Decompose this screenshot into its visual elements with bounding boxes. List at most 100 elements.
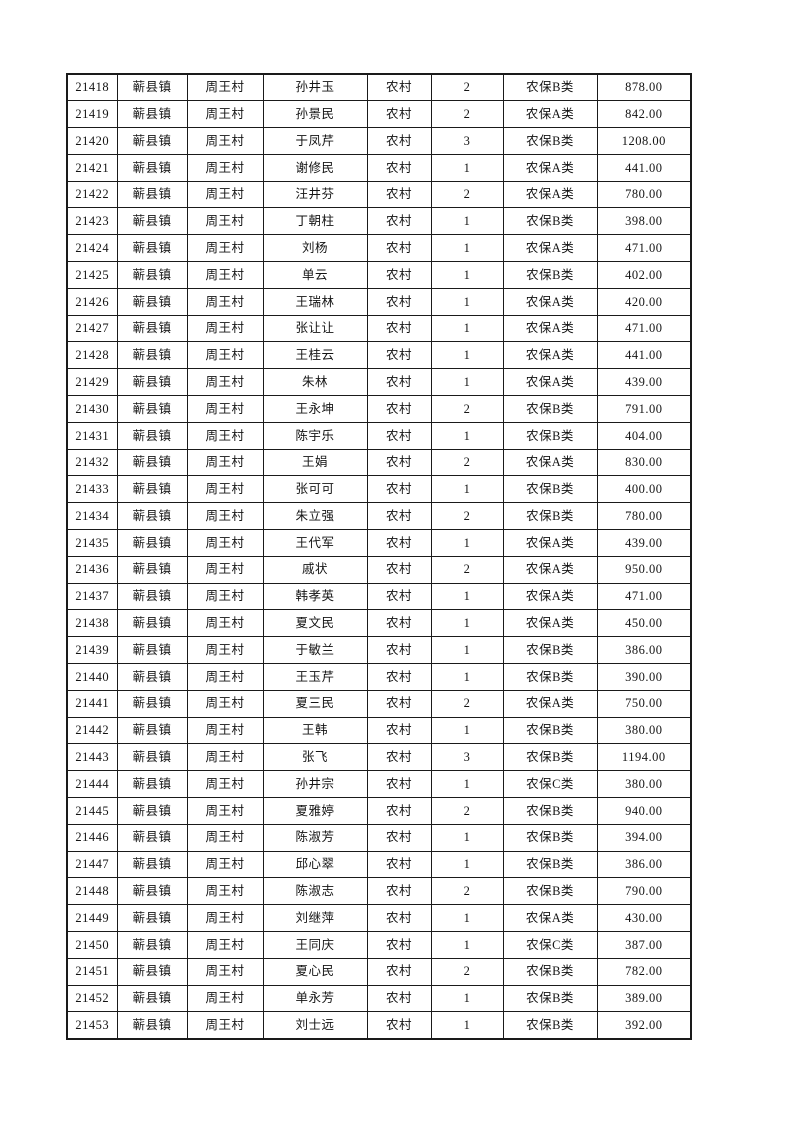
cell-category: 农村 [366, 770, 432, 799]
cell-record-id: 21428 [66, 341, 118, 370]
cell-town: 蕲县镇 [116, 663, 188, 691]
cell-insurance-class: 农保B类 [502, 127, 598, 155]
cell-village: 周王村 [186, 153, 264, 182]
cell-person-count: 1 [430, 475, 504, 504]
cell-village: 周王村 [186, 743, 264, 772]
cell-town: 蕲县镇 [116, 582, 188, 611]
cell-category: 农村 [366, 957, 432, 986]
cell-record-id: 21429 [66, 368, 118, 397]
table-row: 21446 蕲县镇 周王村 陈淑芳 农村 1 农保B类 394.00 [66, 823, 692, 852]
cell-category: 农村 [366, 314, 432, 343]
cell-category: 农村 [366, 73, 432, 102]
cell-village: 周王村 [186, 368, 264, 397]
cell-name: 夏三民 [262, 689, 368, 718]
cell-person-count: 1 [430, 421, 504, 450]
cell-record-id: 21431 [66, 421, 118, 450]
cell-town: 蕲县镇 [116, 716, 188, 745]
cell-town: 蕲县镇 [116, 314, 188, 343]
cell-person-count: 1 [430, 368, 504, 397]
cell-insurance-class: 农保B类 [502, 663, 598, 691]
table-row: 21449 蕲县镇 周王村 刘继萍 农村 1 农保A类 430.00 [66, 904, 692, 932]
cell-village: 周王村 [186, 957, 264, 986]
cell-name: 王韩 [262, 716, 368, 745]
cell-village: 周王村 [186, 931, 264, 959]
cell-category: 农村 [366, 582, 432, 611]
cell-name: 王永坤 [262, 395, 368, 423]
table-row: 21432 蕲县镇 周王村 王娟 农村 2 农保A类 830.00 [66, 448, 692, 477]
cell-person-count: 1 [430, 261, 504, 289]
record-table-body: 21418 蕲县镇 周王村 孙井玉 农村 2 农保B类 878.00 21419 蕲县镇 周王村 孙景… [66, 73, 692, 1040]
cell-person-count: 3 [430, 743, 504, 772]
cell-person-count: 3 [430, 127, 504, 155]
cell-name: 张让让 [262, 314, 368, 343]
cell-insurance-class: 农保A类 [502, 100, 598, 129]
cell-record-id: 21441 [66, 689, 118, 718]
cell-name: 刘杨 [262, 234, 368, 263]
cell-record-id: 21419 [66, 100, 118, 129]
cell-amount: 439.00 [596, 529, 692, 557]
cell-person-count: 1 [430, 770, 504, 799]
cell-town: 蕲县镇 [116, 689, 188, 718]
cell-category: 农村 [366, 368, 432, 397]
cell-insurance-class: 农保B类 [502, 850, 598, 879]
cell-insurance-class: 农保A类 [502, 582, 598, 611]
cell-insurance-class: 农保B类 [502, 502, 598, 531]
table-row: 21426 蕲县镇 周王村 王瑞林 农村 1 农保A类 420.00 [66, 287, 692, 316]
cell-amount: 402.00 [596, 261, 692, 289]
cell-insurance-class: 农保B类 [502, 797, 598, 825]
table-row: 21439 蕲县镇 周王村 于敏兰 农村 1 农保B类 386.00 [66, 636, 692, 665]
cell-category: 农村 [366, 609, 432, 638]
cell-amount: 878.00 [596, 73, 692, 102]
cell-record-id: 21450 [66, 931, 118, 959]
cell-category: 农村 [366, 663, 432, 691]
table-row: 21434 蕲县镇 周王村 朱立强 农村 2 农保B类 780.00 [66, 502, 692, 531]
cell-village: 周王村 [186, 421, 264, 450]
table-row: 21429 蕲县镇 周王村 朱林 农村 1 农保A类 439.00 [66, 368, 692, 397]
cell-amount: 780.00 [596, 502, 692, 531]
cell-village: 周王村 [186, 689, 264, 718]
cell-amount: 400.00 [596, 475, 692, 504]
cell-person-count: 1 [430, 609, 504, 638]
cell-record-id: 21446 [66, 823, 118, 852]
cell-record-id: 21442 [66, 716, 118, 745]
cell-insurance-class: 农保A类 [502, 287, 598, 316]
cell-amount: 471.00 [596, 582, 692, 611]
cell-record-id: 21432 [66, 448, 118, 477]
cell-amount: 782.00 [596, 957, 692, 986]
cell-insurance-class: 农保B类 [502, 716, 598, 745]
cell-town: 蕲县镇 [116, 904, 188, 932]
cell-amount: 398.00 [596, 207, 692, 236]
cell-town: 蕲县镇 [116, 448, 188, 477]
cell-record-id: 21443 [66, 743, 118, 772]
cell-record-id: 21453 [66, 1011, 118, 1040]
cell-insurance-class: 农保A类 [502, 368, 598, 397]
cell-amount: 404.00 [596, 421, 692, 450]
cell-category: 农村 [366, 877, 432, 906]
cell-town: 蕲县镇 [116, 877, 188, 906]
cell-village: 周王村 [186, 207, 264, 236]
cell-record-id: 21434 [66, 502, 118, 531]
cell-category: 农村 [366, 395, 432, 423]
cell-name: 王同庆 [262, 931, 368, 959]
cell-town: 蕲县镇 [116, 180, 188, 209]
cell-name: 汪井芬 [262, 180, 368, 209]
table-row: 21444 蕲县镇 周王村 孙井宗 农村 1 农保C类 380.00 [66, 770, 692, 799]
table-row: 21450 蕲县镇 周王村 王同庆 农村 1 农保C类 387.00 [66, 931, 692, 959]
cell-town: 蕲县镇 [116, 931, 188, 959]
cell-person-count: 1 [430, 663, 504, 691]
cell-record-id: 21449 [66, 904, 118, 932]
cell-village: 周王村 [186, 984, 264, 1013]
cell-category: 农村 [366, 475, 432, 504]
cell-town: 蕲县镇 [116, 984, 188, 1013]
cell-name: 丁朝柱 [262, 207, 368, 236]
cell-name: 朱林 [262, 368, 368, 397]
cell-name: 孙景民 [262, 100, 368, 129]
cell-person-count: 2 [430, 555, 504, 584]
cell-category: 农村 [366, 341, 432, 370]
cell-category: 农村 [366, 502, 432, 531]
cell-village: 周王村 [186, 877, 264, 906]
cell-amount: 386.00 [596, 636, 692, 665]
cell-town: 蕲县镇 [116, 957, 188, 986]
cell-name: 陈淑芳 [262, 823, 368, 852]
cell-record-id: 21422 [66, 180, 118, 209]
